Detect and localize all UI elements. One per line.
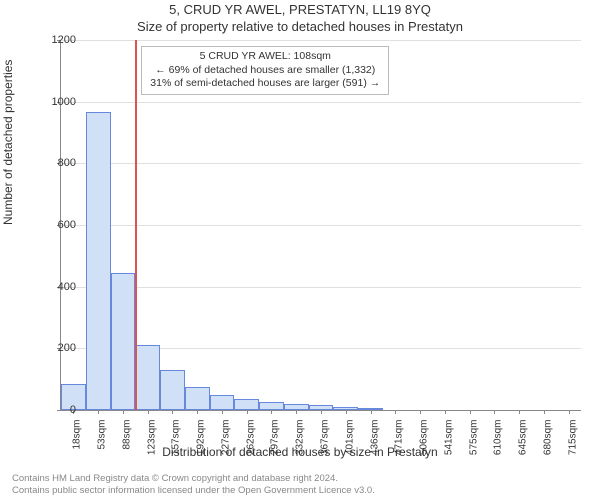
y-tick-label: 400 (40, 281, 76, 293)
x-tick-mark (296, 410, 297, 414)
y-tick-label: 0 (40, 404, 76, 416)
histogram-bar (160, 370, 185, 410)
x-tick-mark (371, 410, 372, 414)
footer-line-2: Contains public sector information licen… (12, 485, 375, 496)
histogram-bar (86, 112, 111, 410)
y-tick-label: 1200 (40, 34, 76, 46)
x-tick-mark (494, 410, 495, 414)
x-tick-mark (247, 410, 248, 414)
x-axis-label: Distribution of detached houses by size … (0, 445, 600, 459)
chart-title-main: 5, CRUD YR AWEL, PRESTATYN, LL19 8YQ (0, 2, 600, 17)
x-tick-mark (470, 410, 471, 414)
tooltip-line: 5 CRUD YR AWEL: 108sqm (150, 50, 380, 64)
property-marker-line (135, 40, 137, 410)
histogram-bar (210, 395, 235, 410)
y-tick-label: 1000 (40, 96, 76, 108)
x-tick-mark (519, 410, 520, 414)
x-tick-mark (172, 410, 173, 414)
tooltip-line: ← 69% of detached houses are smaller (1,… (150, 64, 380, 78)
x-tick-mark (445, 410, 446, 414)
property-tooltip: 5 CRUD YR AWEL: 108sqm← 69% of detached … (141, 46, 389, 95)
x-tick-mark (197, 410, 198, 414)
x-tick-mark (222, 410, 223, 414)
gridline (61, 40, 581, 41)
gridline (61, 102, 581, 103)
histogram-bar (234, 399, 259, 410)
x-tick-mark (420, 410, 421, 414)
x-tick-mark (544, 410, 545, 414)
x-tick-mark (569, 410, 570, 414)
histogram-bar (259, 402, 284, 410)
histogram-bar (135, 345, 160, 410)
histogram-bar (185, 387, 210, 410)
x-tick-mark (123, 410, 124, 414)
gridline (61, 287, 581, 288)
y-tick-label: 600 (40, 219, 76, 231)
y-tick-label: 200 (40, 342, 76, 354)
footer-line-1: Contains HM Land Registry data © Crown c… (12, 473, 375, 484)
x-tick-mark (346, 410, 347, 414)
x-tick-mark (148, 410, 149, 414)
plot-area: 18sqm53sqm88sqm123sqm157sqm192sqm227sqm2… (60, 40, 581, 411)
y-tick-label: 800 (40, 157, 76, 169)
tooltip-line: 31% of semi-detached houses are larger (… (150, 77, 380, 91)
x-tick-mark (321, 410, 322, 414)
x-tick-mark (98, 410, 99, 414)
histogram-bar (111, 273, 136, 410)
gridline (61, 163, 581, 164)
x-tick-mark (271, 410, 272, 414)
gridline (61, 225, 581, 226)
chart-title-sub: Size of property relative to detached ho… (0, 19, 600, 34)
x-tick-mark (395, 410, 396, 414)
footer-attribution: Contains HM Land Registry data © Crown c… (12, 473, 375, 496)
y-axis-label: Number of detached properties (1, 60, 15, 225)
